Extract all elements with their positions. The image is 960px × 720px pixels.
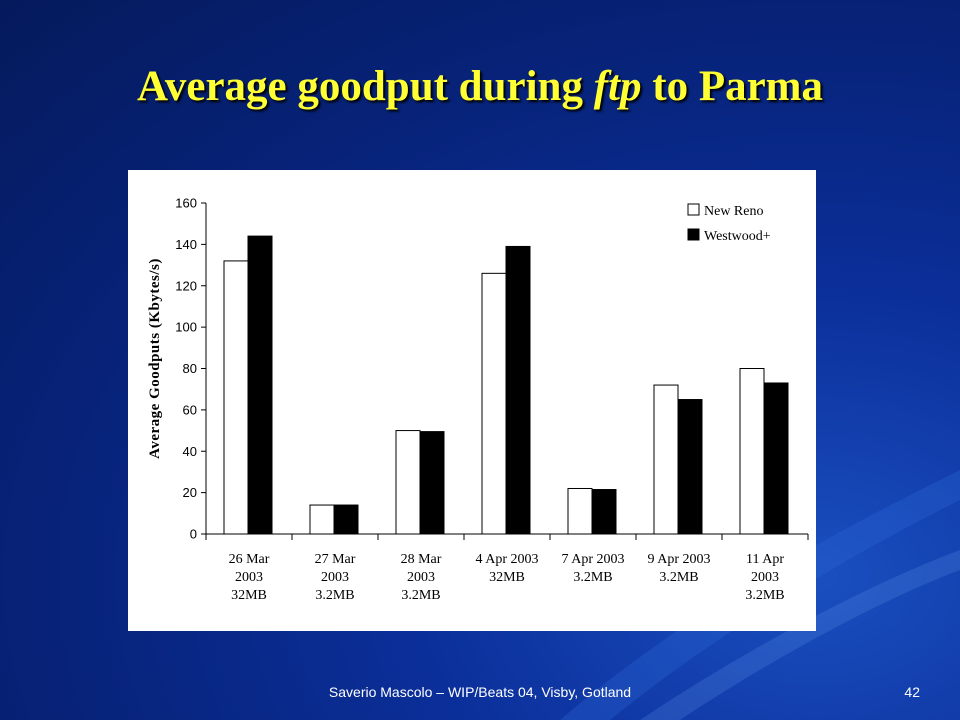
y-tick-label: 120 (175, 278, 197, 293)
y-tick-label: 100 (175, 320, 197, 335)
x-category-label: 3.2MB (659, 570, 698, 585)
bar-westwood- (591, 489, 617, 535)
x-category-label: 32MB (231, 588, 267, 603)
x-category-label: 26 Mar (229, 552, 270, 567)
legend-swatch (687, 203, 700, 216)
slide-title: Average goodput during ftp to Parma (137, 63, 823, 110)
bar-new-reno (653, 384, 679, 535)
bar-new-reno (395, 430, 421, 535)
x-category-label: 3.2MB (401, 588, 440, 603)
bar-new-reno (567, 487, 593, 535)
x-category-label: 28 Mar (401, 552, 442, 567)
bar-new-reno (309, 504, 335, 535)
x-category-label: 7 Apr 2003 (562, 552, 625, 567)
title-italic-ftp: ftp (593, 63, 642, 110)
y-tick-label: 160 (175, 196, 197, 211)
bar-new-reno (223, 260, 249, 535)
bar-chart: 0 20 40 60 80 100 120 140 160 26 Mar 2003 32MB 27 Ma… (147, 196, 809, 603)
bar-westwood- (677, 399, 703, 535)
x-category-label: 3.2MB (745, 588, 784, 603)
y-axis-title: Average Goodputs (Kbytes/s) (147, 258, 163, 459)
chart-panel: 0 20 40 60 80 100 120 140 160 26 Mar 2003 32MB 27 Ma… (128, 170, 816, 631)
x-category-label: 2003 (321, 570, 349, 585)
x-category-label: 11 Apr (746, 552, 784, 567)
x-category-label: 32MB (489, 570, 525, 585)
legend-label: Westwood+ (704, 229, 771, 244)
footer-text: Saverio Mascolo – WIP/Beats 04, Visby, G… (328, 684, 632, 700)
y-tick-label: 60 (183, 402, 197, 417)
x-category-label: 2003 (751, 570, 779, 585)
page-number: 42 (904, 684, 920, 700)
x-category-label: 4 Apr 2003 (476, 552, 539, 567)
bar-new-reno (739, 368, 765, 535)
legend-label: New Reno (704, 204, 764, 219)
bar-new-reno (481, 272, 507, 535)
bar-westwood- (505, 245, 531, 535)
legend-swatch (687, 228, 700, 241)
bar-westwood- (333, 504, 359, 535)
x-category-label: 2003 (235, 570, 263, 585)
y-tick-label: 140 (175, 237, 197, 252)
x-category-label: 27 Mar (315, 552, 356, 567)
x-category-label: 2003 (407, 570, 435, 585)
bar-westwood- (763, 382, 789, 535)
y-tick-label: 0 (190, 527, 197, 542)
y-tick-label: 80 (183, 361, 197, 376)
bar-westwood- (247, 235, 273, 535)
x-category-label: 9 Apr 2003 (648, 552, 711, 567)
bar-westwood- (419, 431, 445, 535)
y-tick-label: 40 (183, 444, 197, 459)
x-category-label: 3.2MB (573, 570, 612, 585)
y-tick-label: 20 (183, 485, 197, 500)
x-category-label: 3.2MB (315, 588, 354, 603)
